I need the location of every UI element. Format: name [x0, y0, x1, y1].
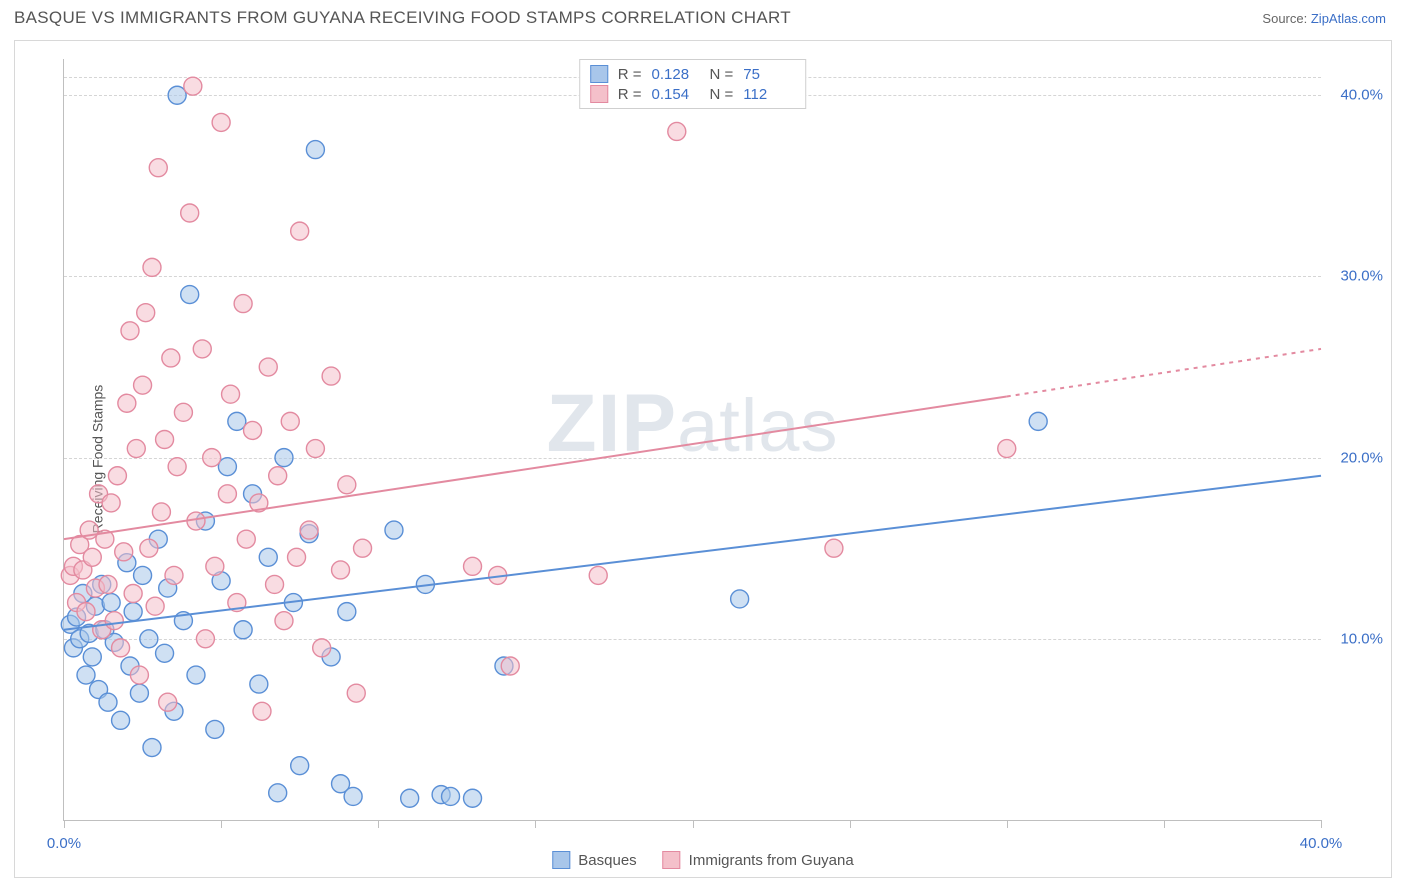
trend-line-extrapolated	[1007, 349, 1321, 397]
stats-r-label: R =	[618, 86, 642, 103]
chart-title: BASQUE VS IMMIGRANTS FROM GUYANA RECEIVI…	[14, 8, 791, 28]
x-tick-label: 0.0%	[47, 835, 81, 852]
legend-label-1: Immigrants from Guyana	[689, 852, 854, 869]
source-attribution: Source: ZipAtlas.com	[1262, 11, 1386, 26]
x-tick	[1164, 820, 1165, 828]
stats-n-label: N =	[710, 66, 734, 83]
stats-r-value-1: 0.154	[652, 86, 700, 103]
stats-n-label: N =	[710, 86, 734, 103]
x-tick	[378, 820, 379, 828]
source-link[interactable]: ZipAtlas.com	[1311, 11, 1386, 26]
x-tick	[1321, 820, 1322, 828]
stats-r-value-0: 0.128	[652, 66, 700, 83]
legend-item-1: Immigrants from Guyana	[663, 851, 854, 869]
y-tick-label: 10.0%	[1340, 630, 1383, 647]
stats-row-series-0: R = 0.128 N = 75	[590, 64, 792, 84]
swatch-series-1	[663, 851, 681, 869]
trend-line	[64, 396, 1007, 539]
legend-item-0: Basques	[552, 851, 636, 869]
x-tick-label: 40.0%	[1300, 835, 1343, 852]
swatch-series-1	[590, 85, 608, 103]
swatch-series-0	[552, 851, 570, 869]
stats-n-value-0: 75	[743, 66, 791, 83]
x-tick	[850, 820, 851, 828]
swatch-series-0	[590, 65, 608, 83]
bottom-legend: Basques Immigrants from Guyana	[552, 851, 853, 869]
x-tick	[64, 820, 65, 828]
stats-row-series-1: R = 0.154 N = 112	[590, 84, 792, 104]
plot-area: ZIPatlas R = 0.128 N = 75 R = 0.154 N = …	[63, 59, 1321, 821]
y-tick-label: 30.0%	[1340, 268, 1383, 285]
stats-legend-box: R = 0.128 N = 75 R = 0.154 N = 112	[579, 59, 807, 109]
legend-label-0: Basques	[578, 852, 636, 869]
chart-container: Receiving Food Stamps ZIPatlas R = 0.128…	[14, 40, 1392, 878]
stats-n-value-1: 112	[743, 86, 791, 103]
source-label: Source:	[1262, 11, 1307, 26]
trend-lines-layer	[64, 59, 1321, 820]
stats-r-label: R =	[618, 66, 642, 83]
trend-line	[64, 476, 1321, 630]
x-tick	[535, 820, 536, 828]
x-tick	[693, 820, 694, 828]
x-tick	[221, 820, 222, 828]
x-tick	[1007, 820, 1008, 828]
y-tick-label: 40.0%	[1340, 87, 1383, 104]
chart-header: BASQUE VS IMMIGRANTS FROM GUYANA RECEIVI…	[0, 0, 1406, 34]
y-tick-label: 20.0%	[1340, 449, 1383, 466]
